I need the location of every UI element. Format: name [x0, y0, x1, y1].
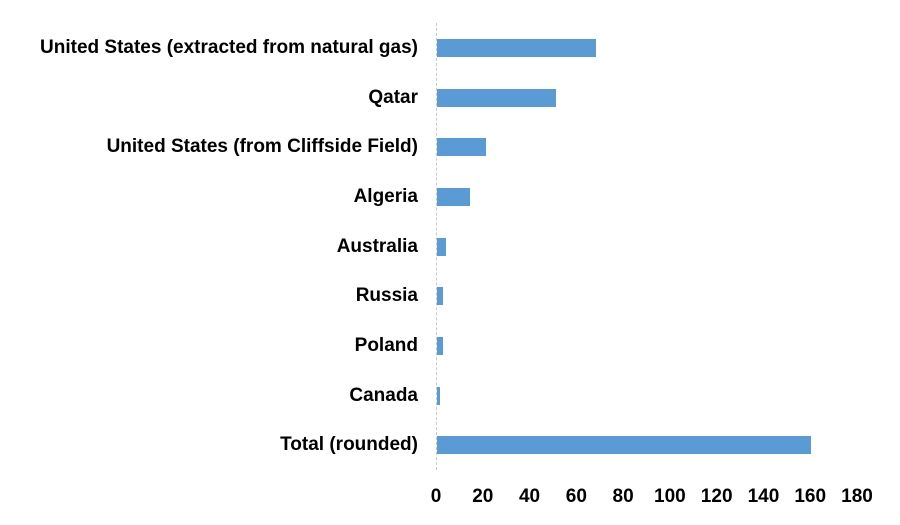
- bar: [437, 436, 812, 455]
- bar: [437, 386, 441, 405]
- category-label: Total (rounded): [280, 434, 418, 456]
- x-tick-label: 0: [430, 486, 442, 507]
- bar: [437, 336, 443, 355]
- bar: [437, 38, 597, 57]
- category-label: Qatar: [368, 86, 418, 108]
- bar: [437, 187, 470, 206]
- category-label: Poland: [354, 334, 418, 356]
- x-tick-label: 100: [654, 486, 686, 507]
- category-label: Algeria: [353, 185, 418, 207]
- x-tick-label: 160: [794, 486, 827, 507]
- category-label: Canada: [349, 384, 418, 406]
- x-tick-label: 40: [518, 486, 541, 507]
- category-label: Australia: [336, 235, 418, 257]
- x-tick-label: 120: [700, 486, 733, 507]
- x-tick-label: 20: [472, 486, 494, 507]
- category-label: United States (from Cliffside Field): [106, 136, 418, 158]
- bar: [437, 237, 447, 256]
- x-tick-label: 60: [565, 486, 587, 507]
- category-label: United States (extracted from natural ga…: [40, 36, 418, 58]
- category-label: Russia: [355, 285, 418, 307]
- bar: [437, 138, 487, 157]
- bar: [437, 88, 557, 107]
- bar: [437, 287, 443, 306]
- x-tick-label: 180: [841, 486, 873, 507]
- x-tick-label: 80: [612, 486, 634, 507]
- x-tick-label: 140: [747, 486, 780, 507]
- y-axis-line: [436, 23, 437, 470]
